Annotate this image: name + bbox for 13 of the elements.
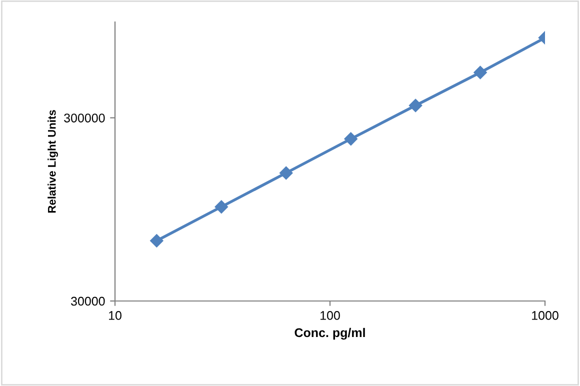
x-tick-label: 1000 — [532, 311, 558, 320]
point — [474, 66, 487, 80]
x-tick-label: 100 — [320, 311, 340, 320]
point — [344, 132, 358, 146]
x-axis-title: Conc. pg/ml — [294, 328, 365, 340]
y-tick-label: 300000 — [64, 114, 105, 122]
x-tick-label: 10 — [109, 311, 122, 320]
point — [280, 166, 293, 180]
y-tick-label: 30000 — [71, 296, 105, 306]
point — [150, 234, 164, 248]
point — [408, 98, 422, 112]
point — [214, 200, 228, 214]
y-axis-title: Relative Light Units — [48, 110, 58, 213]
